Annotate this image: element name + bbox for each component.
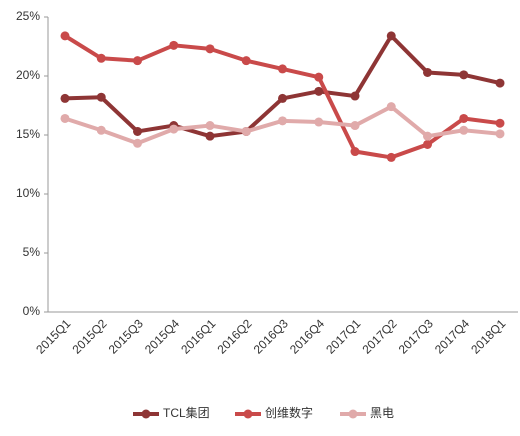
data-point: [133, 56, 142, 66]
data-point: [495, 129, 505, 139]
y-tick-label: 0%: [23, 304, 41, 318]
legend-label: 黑电: [370, 406, 394, 420]
legend-label: 创维数字: [265, 405, 313, 420]
x-tick-label: 2015Q4: [142, 316, 182, 356]
data-point: [495, 78, 505, 88]
x-tick-label: 2016Q3: [251, 316, 291, 356]
data-point: [423, 139, 432, 149]
data-point: [133, 138, 142, 148]
data-point: [205, 131, 215, 141]
data-point: [169, 124, 179, 134]
y-tick-label: 5%: [23, 245, 41, 259]
data-point: [278, 116, 287, 126]
y-tick-label: 10%: [16, 186, 40, 200]
data-point: [241, 56, 251, 66]
data-point: [96, 53, 106, 63]
data-point: [386, 102, 396, 112]
legend-marker: [141, 409, 151, 419]
x-tick-label: 2016Q1: [178, 316, 218, 356]
data-point: [314, 117, 324, 127]
data-point: [60, 93, 70, 103]
data-point: [96, 92, 106, 102]
data-point: [133, 126, 142, 136]
data-point: [60, 31, 70, 41]
data-point: [459, 70, 469, 80]
x-tick-label: 2017Q2: [360, 316, 400, 356]
x-tick-label: 2016Q4: [287, 316, 327, 356]
data-point: [423, 131, 432, 141]
data-point: [278, 64, 287, 74]
data-point: [205, 121, 215, 131]
data-point: [169, 40, 179, 50]
data-point: [314, 72, 324, 82]
data-point: [241, 126, 251, 136]
data-point: [278, 93, 287, 103]
data-point: [495, 118, 505, 128]
x-tick-label: 2017Q3: [396, 316, 436, 356]
data-point: [350, 91, 360, 101]
x-tick-label: 2015Q2: [70, 316, 110, 356]
data-point: [205, 44, 215, 54]
legend-marker: [243, 409, 253, 419]
data-point: [459, 113, 469, 123]
legend-label: TCL集团: [163, 405, 210, 420]
x-tick-label: 2015Q3: [106, 316, 146, 356]
data-point: [60, 113, 70, 123]
data-point: [386, 31, 396, 41]
data-point: [350, 121, 360, 131]
data-point: [423, 67, 432, 77]
data-point: [314, 86, 324, 96]
y-tick-label: 15%: [16, 127, 40, 141]
x-tick-label: 2017Q1: [323, 316, 363, 356]
legend-marker: [348, 409, 358, 419]
x-tick-label: 2018Q1: [468, 316, 508, 356]
data-point: [459, 125, 469, 135]
data-point: [96, 125, 106, 135]
x-tick-label: 2015Q1: [33, 316, 73, 356]
x-tick-label: 2016Q2: [215, 316, 255, 356]
x-tick-label: 2017Q4: [432, 316, 472, 356]
y-tick-label: 20%: [16, 68, 40, 82]
y-tick-label: 25%: [16, 9, 40, 23]
data-point: [386, 152, 396, 162]
data-point: [350, 147, 360, 157]
